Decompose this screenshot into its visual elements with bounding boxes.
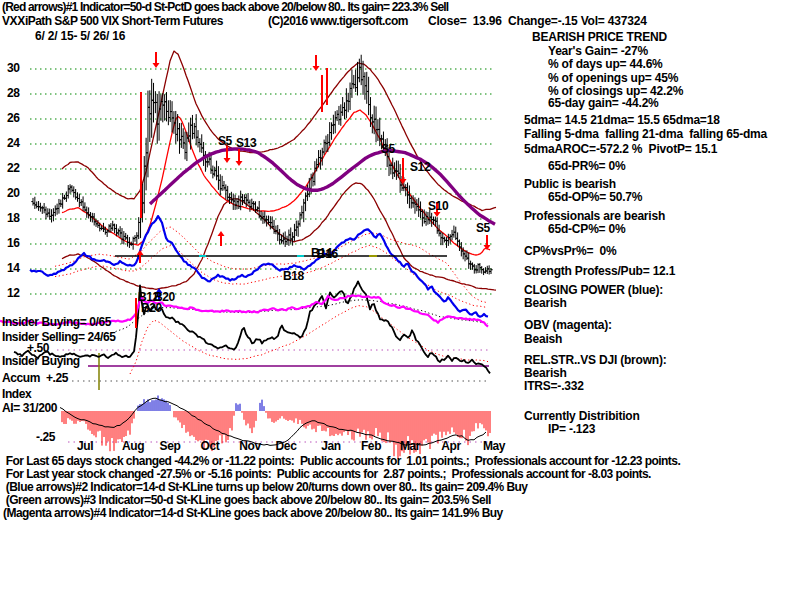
footer-text: (Magenta arrows)#4 Indicator=14-d St-KLi… [3,507,503,520]
right-panel-text: ITRS=-.332 [524,380,584,393]
month-label: Mar [400,440,420,453]
month-label: Oct [201,440,220,453]
month-label: May [483,440,505,453]
chart-annotation: S5 [381,143,395,156]
y-axis-label: 30 [7,62,20,75]
y-axis-label: 12 [7,287,20,300]
month-label: Dec [276,440,297,453]
y-axis-label: 22 [7,162,20,175]
y-axis-label: 28 [7,87,20,100]
right-panel-text: IP= -.123 [548,423,595,436]
right-panel-text: 5dmaAROC=-572.2 % PivotP= 15.1 [524,143,717,156]
month-label: Jul [77,440,93,453]
chart-annotation: S5 [476,222,490,235]
right-panel-text: BEARISH PRICE TREND [532,31,667,44]
security-name: iPath S&P 500 VIX Short-Term Futures [25,15,223,28]
y-axis-label: 14 [7,262,20,275]
right-panel-text: 65-day gain= -44.2% [548,97,659,110]
date-range: 6/ 2/ 15- 5/ 26/ 16 [35,30,125,43]
left-indicator-label: Accum +.25 [2,372,68,385]
right-panel-text: OBV (magenta): [524,319,612,332]
y-axis-label: 26 [7,112,20,125]
month-label: Nov [239,440,260,453]
chart-annotation: S13 [236,137,256,150]
copyright-link[interactable]: (C)2016 www.tigersoft.com [268,15,408,28]
y-axis-label: 24 [7,137,20,150]
y-axis-label: 18 [7,212,20,225]
chart-annotation: S5 [218,135,232,148]
right-panel-text: Strength Profess/Pub= 12.1 [524,265,675,278]
ticker-symbol: VXX [2,15,25,28]
chart-annotation: B18 [283,270,304,283]
left-indicator-label: Insider Buying= 0/65 [2,316,111,329]
month-label: Feb [361,440,381,453]
y-axis-label: 20 [7,187,20,200]
right-panel-text: Beaish [524,333,562,346]
indicator-header-line: (Red arrows)#1 Indicator=50-d St-PctD go… [2,1,448,14]
right-panel-text: CP%vsPr%= 0% [524,245,616,258]
chart-annotation: S12 [410,161,430,174]
chart-annotation: B20 [141,302,162,315]
tigersoft-chart-window: (Red arrows)#1 Indicator=50-d St-PctD go… [0,0,800,600]
y-axis-label: 16 [7,237,20,250]
month-label: Aug [122,440,144,453]
right-panel-text: 65d-OP%= 50.7% [548,191,642,204]
quote-summary: Close= 13.96 Change=-.15 Vol= 437324 [428,15,647,28]
right-panel-text: Bearish [524,297,567,310]
right-panel-text: Falling 5-dma falling 21-dma falling 65-… [524,128,767,141]
right-panel-text: 5dma= 14.5 21dma= 15.5 65dma=18 [524,114,720,127]
left-indicator-label: -.25 [36,431,55,444]
chart-annotation: B16 [317,248,338,261]
right-panel-text: 65d-CP%= 0% [548,223,626,236]
month-label: Jan [321,440,340,453]
left-indicator-label: AI= 31/200 [2,402,57,415]
right-panel-text: 65d-PR%= 0% [548,160,626,173]
left-indicator-label: Insider Selling= 24/65 [2,331,116,344]
chart-annotation: S10 [428,200,448,213]
left-indicator-label: Insider Buying [2,355,80,368]
month-label: Sep [160,440,181,453]
left-indicator-label: Index [2,388,31,401]
month-label: Apr [441,440,460,453]
right-panel-text: % of days up= 44.6% [548,58,663,71]
